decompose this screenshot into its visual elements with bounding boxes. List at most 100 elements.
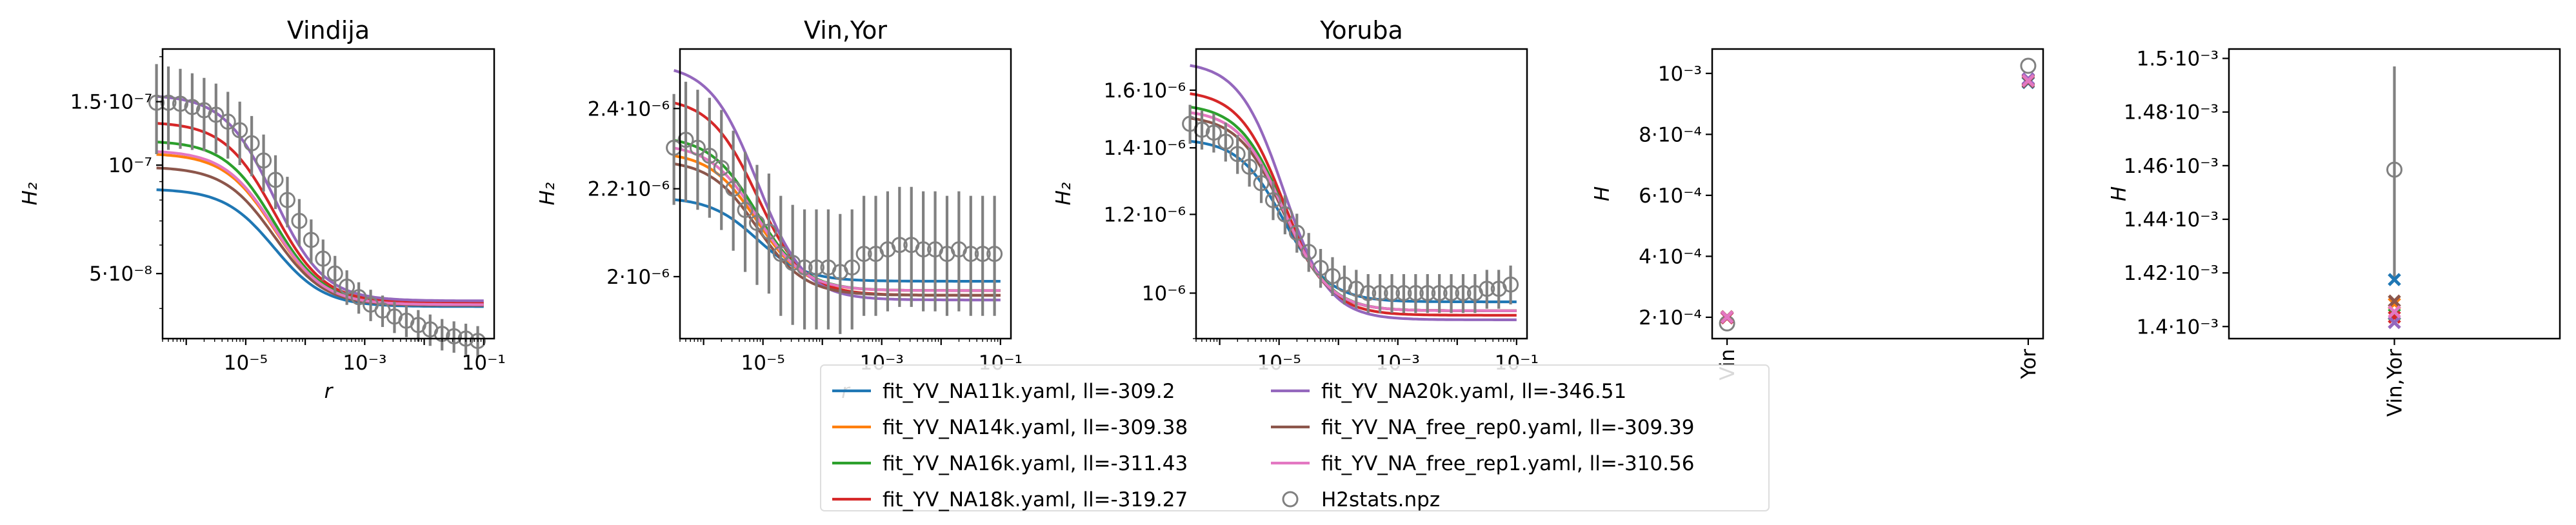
fit-marker-NA11k bbox=[2388, 273, 2401, 286]
data-point bbox=[1193, 121, 1210, 138]
fit-marker-rep0 bbox=[2388, 294, 2401, 308]
fit-curve-NA20k bbox=[1190, 64, 1517, 321]
data-point bbox=[1372, 284, 1388, 301]
data-point bbox=[1288, 224, 1305, 241]
data-point bbox=[1277, 206, 1293, 223]
y-axis-label: H bbox=[2108, 186, 2131, 201]
legend-entry: fit_YV_NA20k.yaml, ll=-346.51 bbox=[1271, 380, 1626, 403]
subplot-1: 10⁻⁵ 10⁻³ 10⁻¹ r 5·10⁻⁸ 10⁻⁷ 1.5·10⁻⁷ H₂ Vindija bbox=[19, 16, 506, 403]
legend-label: fit_YV_NA14k.yaml, ll=-309.38 bbox=[883, 416, 1188, 439]
y-tick-label: 1.46·10⁻³ bbox=[2124, 155, 2219, 178]
data-point bbox=[1360, 284, 1377, 301]
legend-frame bbox=[820, 364, 1770, 511]
data-point bbox=[855, 246, 872, 262]
legend-label: H2stats.npz bbox=[1321, 488, 1440, 511]
subplot-5: Vin,Yor 1.4·10⁻³ 1.42·10⁻³ 1.44·10⁻³ 1.46·10… bbox=[2108, 48, 2561, 417]
fit-marker-rep1 bbox=[1720, 310, 1734, 324]
data-point bbox=[1431, 284, 1448, 301]
data-point bbox=[1395, 284, 1412, 301]
data-point bbox=[2386, 161, 2402, 178]
y-tick-label: 2.4·10⁻⁶ bbox=[588, 97, 670, 121]
data-point bbox=[291, 213, 308, 230]
data-point bbox=[326, 265, 343, 282]
x-category-label: Yor bbox=[2017, 349, 2041, 380]
data-point bbox=[974, 246, 991, 262]
data-point bbox=[148, 94, 165, 111]
data-point bbox=[219, 114, 236, 130]
legend-entry: fit_YV_NA_free_rep0.yaml, ll=-309.39 bbox=[1271, 416, 1694, 439]
legend-entry: fit_YV_NA16k.yaml, ll=-311.43 bbox=[832, 452, 1188, 475]
data-point bbox=[891, 237, 908, 253]
data-point bbox=[446, 328, 463, 344]
data-point bbox=[160, 94, 177, 111]
y-tick-label: 1.6·10⁻⁶ bbox=[1104, 79, 1186, 103]
legend-label: fit_YV_NA11k.yaml, ll=-309.2 bbox=[883, 380, 1175, 403]
subplot-2: 10⁻⁵10⁻³10⁻¹r2·10⁻⁶2.2·10⁻⁶2.4·10⁻⁶H₂Vin… bbox=[536, 16, 1023, 403]
axes-frame bbox=[161, 48, 495, 340]
data-point bbox=[844, 259, 861, 276]
y-tick-label: 4·10⁻⁴ bbox=[1639, 245, 1702, 268]
data-point bbox=[303, 232, 319, 248]
y-tick-label: 10⁻³ bbox=[1658, 63, 1702, 86]
data-point bbox=[1229, 146, 1246, 163]
data-point bbox=[350, 289, 367, 306]
x-category-label: Vin,Yor bbox=[2384, 349, 2407, 417]
data-point bbox=[243, 135, 260, 152]
subplot-title: Yoruba bbox=[1319, 16, 1403, 45]
data-point bbox=[666, 139, 683, 156]
data-point bbox=[315, 250, 332, 267]
data-point bbox=[737, 202, 754, 219]
y-tick-label: 2·10⁻⁴ bbox=[1639, 306, 1702, 330]
y-axis-label: H₂ bbox=[536, 183, 559, 206]
data-point bbox=[1455, 284, 1472, 301]
data-point bbox=[915, 241, 932, 258]
legend-entry: fit_YV_NA_free_rep1.yaml, ll=-310.56 bbox=[1271, 452, 1694, 475]
y-tick-label: 1.44·10⁻³ bbox=[2124, 208, 2219, 232]
y-tick-label: 10⁻⁷ bbox=[108, 154, 152, 177]
y-tick-label: 1.4·10⁻³ bbox=[2137, 315, 2219, 339]
fit-curve-rep1 bbox=[156, 150, 484, 306]
y-tick-label: 1.5·10⁻⁷ bbox=[70, 91, 152, 114]
legend-entry: H2stats.npz bbox=[1282, 488, 1440, 511]
legend: fit_YV_NA11k.yaml, ll=-309.2 fit_YV_NA14k… bbox=[820, 364, 1770, 511]
data-point bbox=[2020, 57, 2037, 74]
y-axis-label: H₂ bbox=[1052, 183, 1075, 206]
data-point bbox=[1479, 281, 1495, 297]
y-tick-label: 1.5·10⁻³ bbox=[2137, 48, 2219, 71]
legend-entry: fit_YV_NA14k.yaml, ll=-309.38 bbox=[832, 416, 1188, 439]
x-tick-label: 10⁻³ bbox=[343, 352, 386, 375]
legend-label: fit_YV_NA_free_rep0.yaml, ll=-309.39 bbox=[1321, 416, 1694, 439]
data-point bbox=[761, 223, 777, 240]
legend-entry: fit_YV_NA18k.yaml, ll=-319.27 bbox=[832, 488, 1188, 511]
data-point bbox=[184, 99, 201, 115]
data-point bbox=[725, 181, 742, 197]
axes-frame bbox=[1711, 48, 2044, 340]
fit-marker-rep1 bbox=[2021, 74, 2035, 88]
data-point bbox=[1503, 276, 1519, 293]
data-point bbox=[1443, 284, 1460, 301]
legend-label: fit_YV_NA_free_rep1.yaml, ll=-310.56 bbox=[1321, 452, 1694, 475]
fit-marker-rep1 bbox=[2388, 305, 2401, 319]
x-tick-label: 10⁻¹ bbox=[462, 352, 506, 375]
data-point bbox=[1217, 134, 1234, 150]
x-tick-label: 10⁻⁵ bbox=[224, 352, 268, 375]
data-point bbox=[1264, 192, 1281, 208]
data-point bbox=[267, 172, 284, 188]
subplot-4: VinYor2·10⁻⁴4·10⁻⁴6·10⁻⁴8·10⁻⁴10⁻³H bbox=[1591, 48, 2044, 381]
x-tick-label: 10⁻⁵ bbox=[741, 352, 785, 375]
fit-curve-NA18k bbox=[156, 122, 484, 304]
data-point bbox=[963, 246, 979, 262]
data-point bbox=[1253, 175, 1270, 192]
data-point bbox=[1301, 244, 1317, 261]
y-axis-label: H bbox=[1591, 186, 1614, 201]
y-tick-label: 8·10⁻⁴ bbox=[1639, 123, 1702, 146]
data-point bbox=[1312, 259, 1329, 276]
data-point bbox=[701, 148, 718, 164]
data-point bbox=[808, 259, 824, 276]
y-tick-label: 1.2·10⁻⁶ bbox=[1104, 203, 1186, 226]
data-point bbox=[796, 259, 813, 276]
data-point bbox=[279, 192, 295, 208]
data-point bbox=[1419, 284, 1436, 301]
fit-marker-NA20k bbox=[2388, 315, 2401, 330]
